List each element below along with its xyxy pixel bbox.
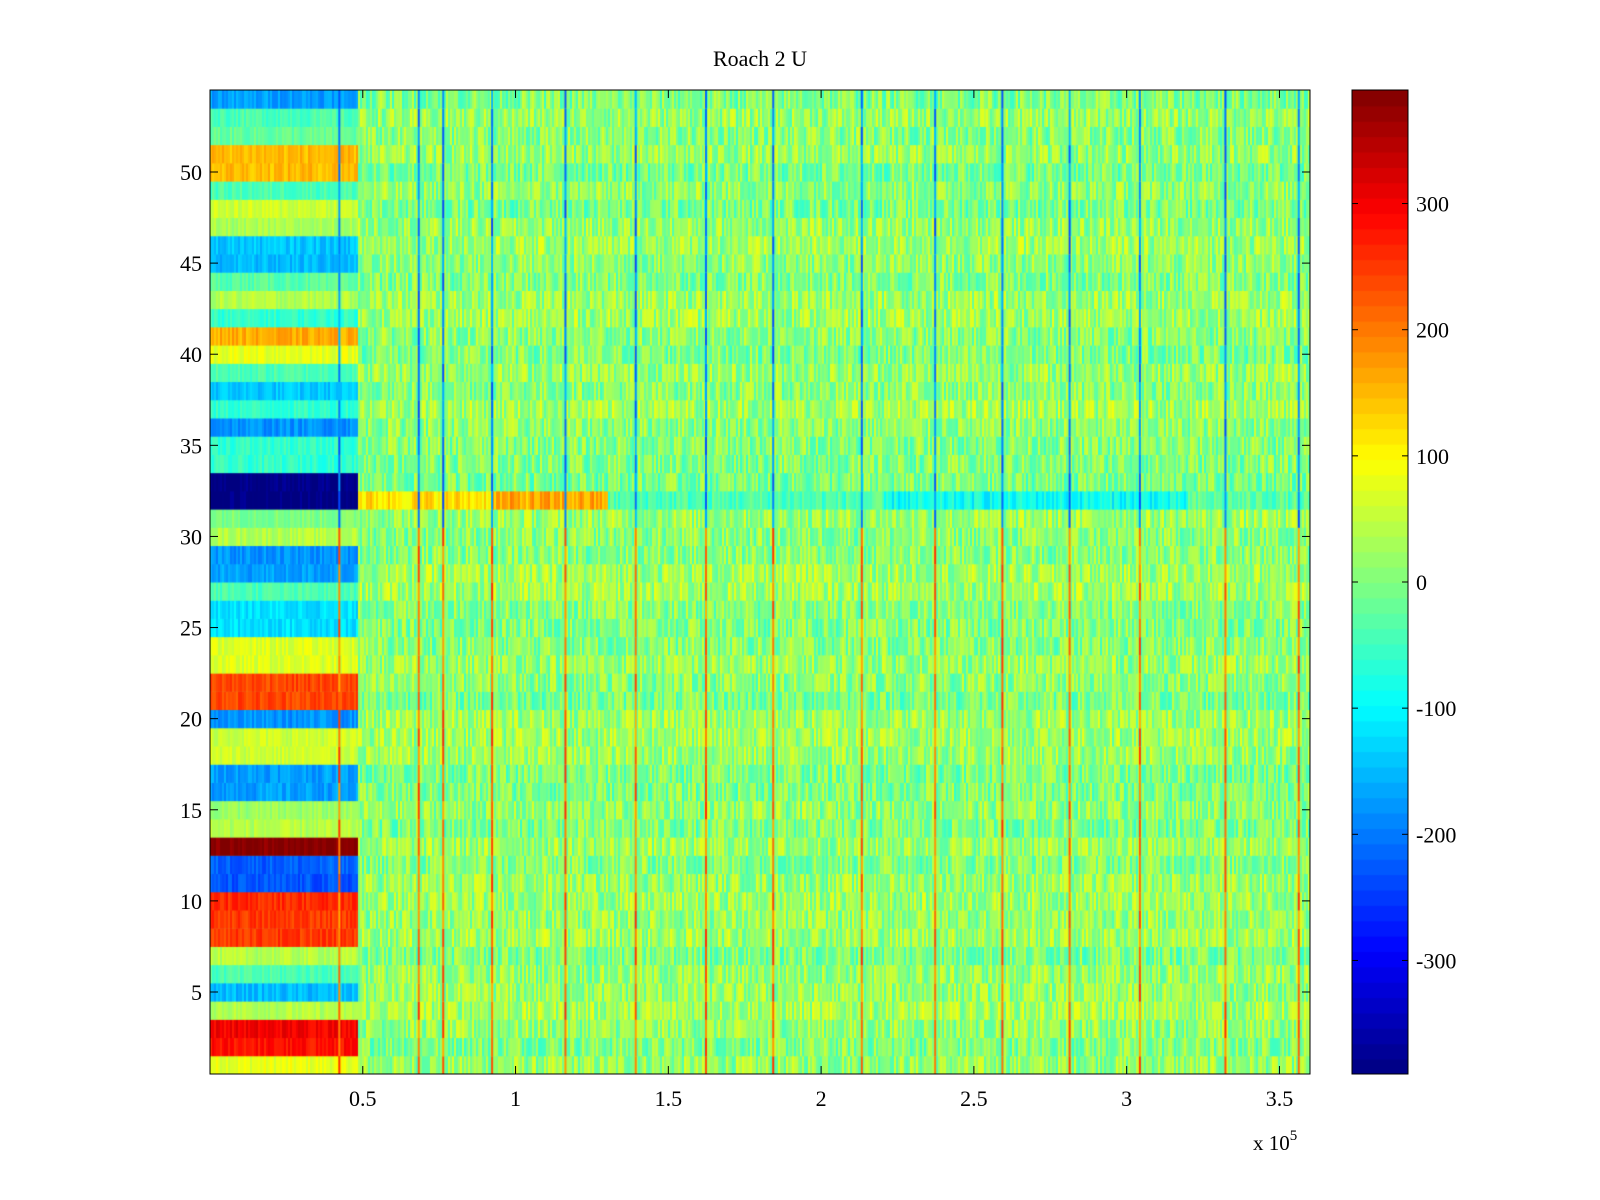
x-tick-label: 1 [510,1086,521,1111]
y-tick-label: 35 [180,433,202,458]
colorbar-tick-label: -200 [1416,822,1456,847]
x-axis-exponent-power: 5 [1290,1128,1298,1144]
x-tick-label: 1.5 [655,1086,683,1111]
y-tick-label: 5 [191,980,202,1005]
colorbar-tick-label: 300 [1416,192,1449,217]
y-tick-label: 30 [180,524,202,549]
colorbar: -300 -200 -100 0 100 200 300 [1351,89,1456,1075]
colorbar-gradient-container [1352,90,1408,1074]
chart-title: Roach 2 U [713,46,807,71]
x-axis-exponent: x 105 [1253,1128,1297,1155]
x-tick-label: 2.5 [960,1086,988,1111]
x-tick-label: 3.5 [1266,1086,1294,1111]
x-tick-label: 0.5 [349,1086,377,1111]
y-tick-label: 50 [180,160,202,185]
x-tick-label: 3 [1121,1086,1132,1111]
colorbar-ticks: -300 -200 -100 0 100 200 300 [1352,192,1456,973]
x-axis-exponent-base: x 10 [1253,1131,1290,1155]
x-tick-label: 2 [816,1086,827,1111]
colorbar-tick-label: 200 [1416,318,1449,343]
y-axis: 5 10 15 20 25 30 35 40 45 50 [180,160,1310,1005]
y-tick-label: 10 [180,889,202,914]
plot-frame [209,89,1311,1075]
y-tick-label: 15 [180,798,202,823]
colorbar-tick-label: 0 [1416,570,1427,595]
colorbar-tick-label: -300 [1416,948,1456,973]
heatmap-raster-container [210,90,1310,1074]
x-axis: 0.5 1 1.5 2 2.5 3 3.5 [349,90,1293,1111]
heatmap-plot-area [209,89,1311,1075]
heatmap-raster [210,90,1310,1074]
y-tick-label: 25 [180,616,202,641]
colorbar-tick-label: 100 [1416,444,1449,469]
y-tick-label: 20 [180,707,202,732]
colorbar-tick-label: -100 [1416,696,1456,721]
y-tick-label: 45 [180,251,202,276]
colorbar-gradient [1352,90,1408,1074]
y-tick-label: 40 [180,342,202,367]
